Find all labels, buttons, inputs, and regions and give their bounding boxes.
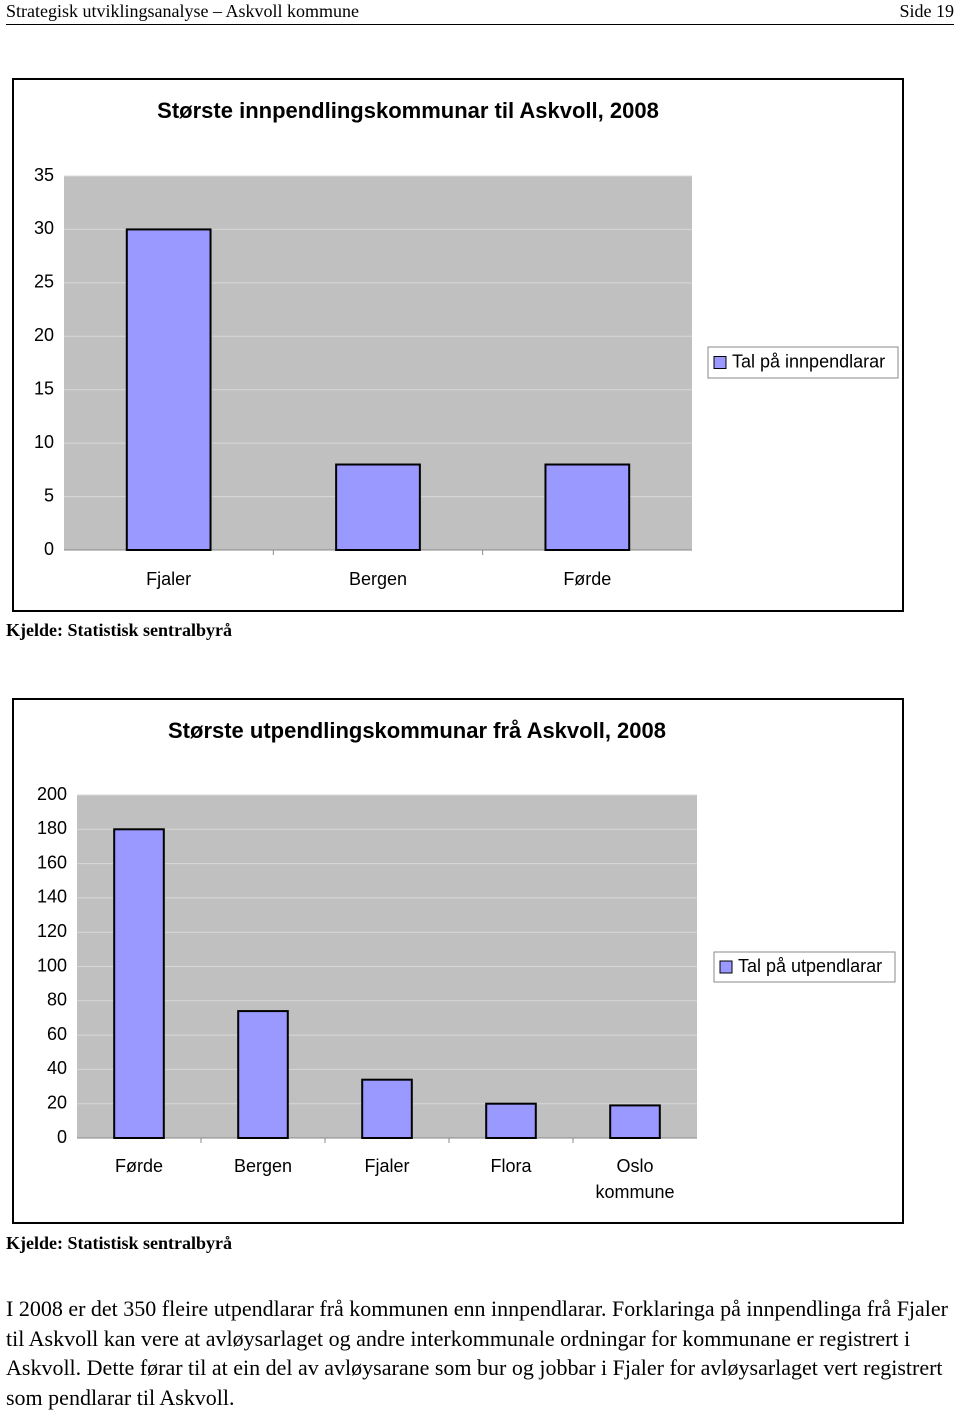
bar (125, 228, 212, 552)
legend-label: Tal på innpendlarar (732, 351, 885, 371)
source: Kjelde: Statistisk sentralbyrå (6, 620, 232, 640)
y-tick-label: 80 (47, 990, 67, 1010)
legend-label: Tal på utpendlarar (738, 956, 882, 976)
chart-svg: Største utpendlingskommunar frå Askvoll,… (37, 718, 896, 1147)
x-tick-label: Fjaler (364, 1156, 410, 1176)
y-tick-label: 20 (34, 325, 54, 345)
source: Kjelde: Statistisk sentralbyrå (6, 1233, 232, 1253)
bar (485, 1102, 537, 1140)
y-tick-label: 0 (57, 1127, 67, 1147)
x-tick-label: Bergen (233, 1156, 293, 1176)
x-tick-label: Oslo kommune (595, 1156, 675, 1202)
bar (335, 463, 421, 551)
chart-svg: Største innpendlingskommunar til Askvoll… (34, 98, 899, 559)
y-tick-label: 0 (44, 539, 54, 559)
y-tick-label: 25 (34, 272, 54, 292)
chart: Største utpendlingskommunar frå Askvoll,… (12, 698, 904, 1224)
x-tick-label: Fjaler (146, 569, 192, 589)
y-tick-label: 180 (37, 818, 67, 838)
chart-title: Største innpendlingskommunar til Askvoll… (157, 98, 659, 123)
x-tick-label: Førde (114, 1156, 163, 1176)
legend-box (713, 951, 896, 983)
legend-swatch (713, 356, 727, 369)
y-tick-label: 60 (47, 1024, 67, 1044)
header-rule (6, 24, 954, 25)
y-tick-label: 30 (34, 218, 54, 238)
chart: Største innpendlingskommunar til Askvoll… (12, 78, 904, 612)
x-tick-label: Flora (490, 1156, 532, 1176)
y-tick-label: 35 (34, 165, 54, 185)
y-tick-label: 15 (34, 378, 54, 398)
y-tick-label: 200 (37, 784, 67, 804)
y-tick-label: 100 (37, 955, 67, 975)
x-tick-label: Bergen (348, 569, 408, 589)
page-number: Side 19 (899, 1, 954, 21)
bar (361, 1078, 413, 1140)
bar (113, 828, 165, 1140)
y-tick-label: 120 (37, 921, 67, 941)
chart-title: Største utpendlingskommunar frå Askvoll,… (168, 718, 666, 743)
bar (544, 463, 631, 551)
header-title: Strategisk utviklingsanalyse – Askvoll k… (6, 1, 359, 21)
paragraph: I 2008 er det 350 fleire utpendlarar frå… (6, 1296, 949, 1410)
legend-swatch (719, 960, 733, 974)
bar (609, 1104, 661, 1140)
y-tick-label: 140 (37, 887, 67, 907)
y-tick-label: 160 (37, 852, 67, 872)
y-tick-label: 10 (34, 432, 54, 452)
bar (237, 1010, 289, 1139)
y-tick-label: 20 (47, 1092, 67, 1112)
x-tick-label: Førde (563, 569, 612, 589)
y-tick-label: 5 (44, 485, 54, 505)
y-tick-label: 40 (47, 1058, 67, 1078)
legend-box (707, 346, 899, 379)
